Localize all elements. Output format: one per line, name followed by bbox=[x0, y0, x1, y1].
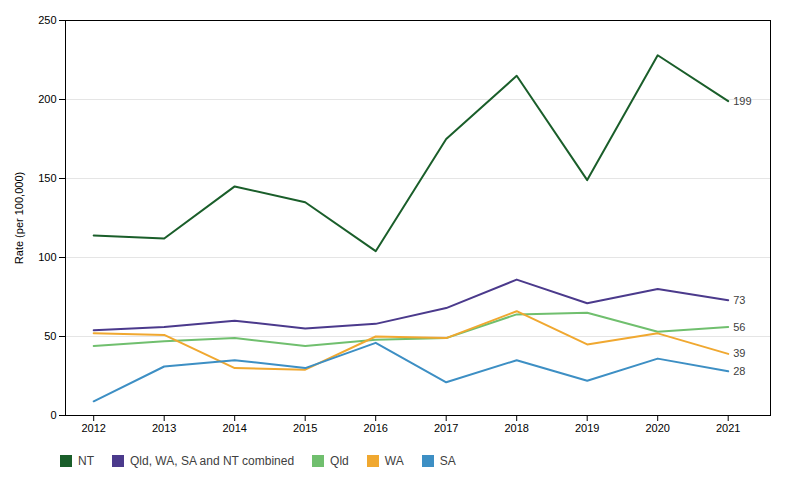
svg-text:2017: 2017 bbox=[434, 422, 458, 434]
html-text:WA: WA bbox=[384, 454, 404, 468]
svg-text:0: 0 bbox=[50, 409, 56, 421]
svg-text:56: 56 bbox=[733, 321, 745, 333]
svg-text:2018: 2018 bbox=[504, 422, 528, 434]
svg-text:2012: 2012 bbox=[81, 422, 105, 434]
svg-text:250: 250 bbox=[38, 14, 56, 26]
svg-text:39: 39 bbox=[733, 347, 745, 359]
svg-text:2020: 2020 bbox=[645, 422, 669, 434]
svg-text:200: 200 bbox=[38, 93, 56, 105]
html-text:NT: NT bbox=[78, 454, 94, 468]
svg-text:2019: 2019 bbox=[575, 422, 599, 434]
svg-text:2013: 2013 bbox=[152, 422, 176, 434]
svg-text:150: 150 bbox=[38, 172, 56, 184]
html-text:Qld, WA, SA and NT combined: Qld, WA, SA and NT combined bbox=[130, 454, 295, 468]
svg-text:2021: 2021 bbox=[716, 422, 740, 434]
svg-text:2016: 2016 bbox=[363, 422, 387, 434]
svg-text:28: 28 bbox=[733, 365, 745, 377]
svg-text:199: 199 bbox=[733, 95, 751, 107]
svg-text:50: 50 bbox=[44, 330, 56, 342]
html-text:SA: SA bbox=[439, 454, 456, 468]
svg-text:2015: 2015 bbox=[293, 422, 317, 434]
svg-text:2014: 2014 bbox=[222, 422, 246, 434]
html-text:Qld: Qld bbox=[330, 454, 349, 468]
svg-text:Rate (per 100,000): Rate (per 100,000) bbox=[13, 172, 25, 264]
svg-text:100: 100 bbox=[38, 251, 56, 263]
svg-text:73: 73 bbox=[733, 294, 745, 306]
